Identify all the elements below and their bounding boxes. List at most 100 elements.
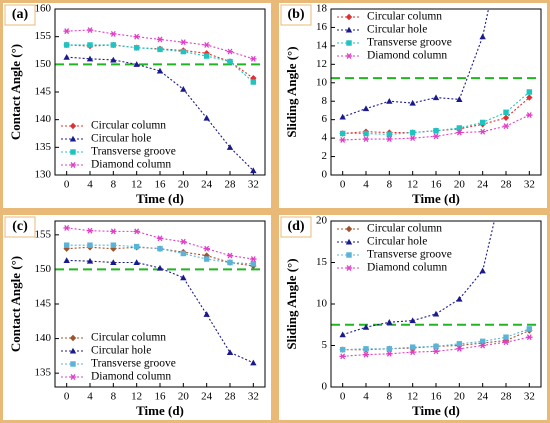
- marker: [363, 130, 369, 137]
- marker: [180, 39, 187, 46]
- x-tick-label: 0: [64, 391, 70, 403]
- y-tick-label: 20: [316, 215, 328, 227]
- marker: [156, 235, 164, 242]
- plot-frame: [330, 220, 542, 388]
- marker: [86, 227, 94, 234]
- y-tick-label: 8: [322, 95, 328, 107]
- series-line: [66, 29, 254, 60]
- legend-label: Circular hole: [367, 236, 427, 248]
- marker: [479, 119, 486, 126]
- marker: [432, 94, 440, 101]
- marker: [433, 343, 439, 350]
- panel-label-box: [280, 4, 312, 26]
- marker: [133, 228, 140, 235]
- legend-label: Circular hole: [367, 24, 427, 36]
- marker: [456, 125, 463, 131]
- y-tick-label: 155: [35, 30, 52, 42]
- marker: [63, 242, 70, 248]
- marker: [345, 13, 353, 21]
- marker: [432, 310, 440, 317]
- x-tick-label: 16: [155, 391, 167, 403]
- marker: [339, 137, 346, 143]
- legend-label: Circular column: [91, 332, 166, 344]
- legend-label: Transverse groove: [91, 146, 176, 158]
- marker: [250, 55, 257, 62]
- y-axis-label: Sliding Angle (°): [284, 46, 299, 137]
- marker: [345, 265, 353, 271]
- marker: [346, 252, 352, 258]
- marker: [110, 242, 117, 248]
- marker: [526, 112, 533, 119]
- marker: [86, 27, 94, 33]
- x-tick-label: 24: [477, 179, 489, 191]
- marker: [110, 259, 117, 266]
- marker: [409, 129, 416, 136]
- marker: [339, 130, 346, 137]
- legend-label: Transverse groove: [367, 249, 452, 261]
- marker: [386, 98, 393, 104]
- series-line: [342, 221, 495, 336]
- x-tick-label: 12: [131, 179, 142, 191]
- y-tick-label: 0: [322, 169, 328, 181]
- y-tick-label: 10: [316, 298, 328, 310]
- y-axis-label: Contact Angle (°): [8, 44, 23, 140]
- marker: [479, 128, 486, 135]
- marker: [526, 334, 533, 341]
- y-tick-label: 12: [316, 58, 327, 70]
- marker: [409, 99, 416, 106]
- panel-label-box: [280, 216, 312, 238]
- marker: [456, 96, 463, 102]
- x-tick-label: 4: [87, 391, 93, 403]
- marker: [157, 46, 163, 53]
- x-tick-label: 28: [225, 391, 237, 403]
- marker: [345, 225, 353, 233]
- marker: [479, 267, 486, 274]
- marker: [156, 67, 164, 74]
- series-line: [66, 259, 254, 364]
- marker: [362, 351, 370, 358]
- marker: [386, 136, 393, 142]
- y-tick-label: 135: [35, 367, 52, 379]
- marker: [409, 344, 416, 350]
- y-tick-label: 145: [35, 86, 52, 98]
- x-axis-label: Time (d): [136, 403, 184, 418]
- x-tick-label: 28: [501, 179, 513, 191]
- marker: [227, 259, 233, 266]
- panel: 130 135 140 145 150 155 160 0 4 8 12 16 20 24 28 32 Time…: [3, 3, 271, 208]
- legend-label: Circular column: [91, 120, 166, 132]
- marker: [63, 53, 70, 60]
- x-tick-label: 0: [340, 391, 346, 403]
- x-tick-label: 20: [178, 391, 190, 403]
- marker: [479, 33, 486, 40]
- marker: [203, 311, 210, 317]
- marker: [110, 42, 117, 48]
- marker: [250, 256, 257, 262]
- plot-frame: [54, 220, 266, 388]
- marker: [157, 245, 163, 252]
- y-axis-label: Sliding Angle (°): [284, 258, 299, 349]
- y-tick-label: 2: [322, 150, 328, 162]
- x-tick-label: 24: [201, 179, 213, 191]
- marker: [456, 295, 463, 302]
- x-tick-label: 16: [155, 179, 167, 191]
- y-tick-label: 4: [322, 132, 328, 144]
- marker: [339, 113, 346, 120]
- marker: [345, 238, 353, 245]
- x-tick-label: 16: [431, 179, 443, 191]
- y-tick-label: 14: [316, 39, 328, 51]
- legend-label: Circular hole: [91, 133, 151, 145]
- y-tick-label: 5: [322, 339, 328, 351]
- y-tick-label: 135: [35, 141, 52, 153]
- marker: [226, 48, 234, 55]
- x-tick-label: 8: [111, 391, 117, 403]
- legend-label: Transverse groove: [91, 358, 176, 370]
- marker: [87, 42, 93, 48]
- x-tick-label: 0: [340, 179, 346, 191]
- panel-label: (d): [287, 219, 304, 234]
- marker: [386, 346, 393, 352]
- marker: [479, 338, 486, 345]
- x-axis-label: Time (d): [412, 403, 460, 418]
- marker: [432, 348, 440, 355]
- marker: [180, 274, 187, 281]
- marker: [110, 56, 117, 63]
